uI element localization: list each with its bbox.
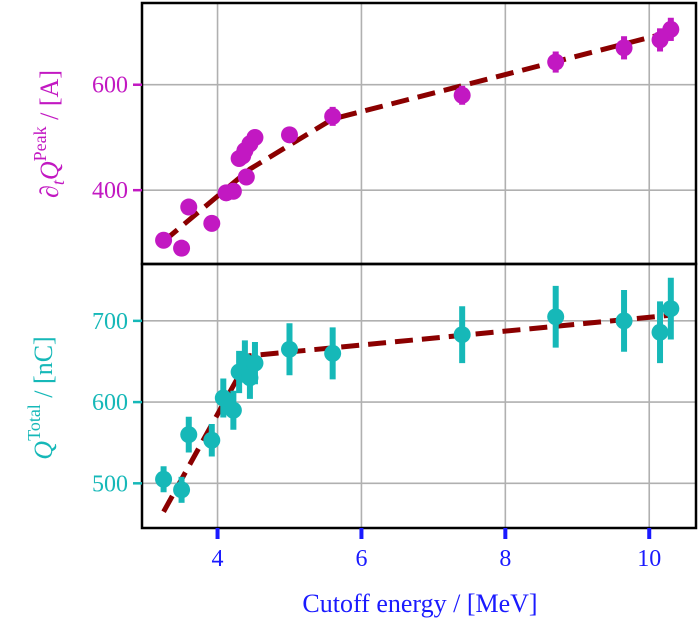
top-fit-line	[161, 29, 672, 244]
top-y-axis-label: ∂tQPeak / [A]	[30, 70, 68, 198]
top-data-point	[662, 20, 680, 38]
top-data-point	[453, 86, 471, 104]
top-data-point	[651, 31, 669, 49]
top-data-point	[203, 214, 221, 232]
top-data-point	[155, 231, 173, 249]
bottom-data-point	[280, 340, 298, 358]
bottom-data-point	[324, 344, 342, 362]
top-data-point	[180, 198, 198, 216]
top-data-point	[547, 53, 565, 71]
bottom-data-point	[214, 389, 232, 407]
top-data-point	[224, 182, 242, 200]
panel-frames	[140, 1, 698, 530]
top-panel-fit	[161, 29, 672, 244]
top-data-point	[246, 128, 264, 146]
bottom-y-tick-label: 600	[92, 390, 128, 416]
top-data-point	[173, 239, 191, 257]
bottom-y-axis-label: QTotal / [nC]	[24, 336, 58, 459]
top-data-point	[324, 107, 342, 125]
bottom-data-point	[246, 354, 264, 372]
bottom-data-point	[453, 326, 471, 344]
x-tick-label: 4	[212, 546, 224, 572]
bottom-data-point	[662, 300, 680, 318]
bottom-data-point	[651, 323, 669, 341]
top-panel-frame	[140, 1, 698, 266]
bottom-y-tick-label: 700	[92, 309, 128, 335]
bottom-data-point	[155, 470, 173, 488]
bottom-data-point	[615, 312, 633, 330]
top-y-tick-label: 600	[92, 73, 128, 99]
bottom-data-point	[180, 426, 198, 444]
x-tick-label: 8	[499, 546, 511, 572]
bottom-y-tick-label: 500	[92, 471, 128, 497]
top-data-point	[280, 126, 298, 144]
x-tick-label: 6	[355, 546, 367, 572]
x-axis-label: Cutoff energy / [MeV]	[302, 589, 537, 618]
top-data-point	[237, 168, 255, 186]
bottom-data-point	[547, 308, 565, 326]
bottom-panel-frame	[140, 262, 698, 530]
bottom-panel-points	[155, 277, 680, 503]
top-panel-points	[155, 17, 680, 257]
top-y-tick-label: 400	[92, 178, 128, 204]
bottom-data-point	[173, 481, 191, 499]
bottom-data-point	[224, 401, 242, 419]
bottom-data-point	[203, 431, 221, 449]
top-data-point	[615, 39, 633, 57]
axis-ticks: 400 600 500 600 700 4 6 8 10	[92, 73, 661, 572]
x-tick-label: 10	[637, 546, 661, 572]
top-panel-grid	[142, 3, 696, 264]
